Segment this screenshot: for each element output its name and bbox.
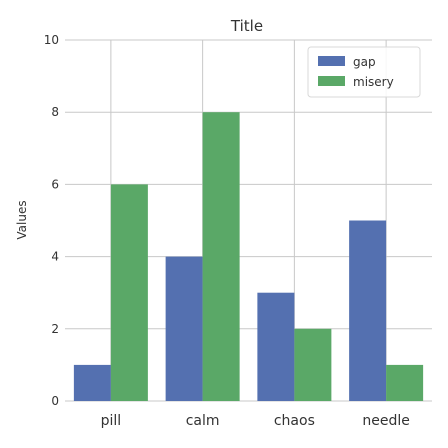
legend-swatch-misery: [318, 76, 345, 86]
y-tick-label: 6: [51, 177, 59, 191]
x-axis-ticks: pill calm chaos needle: [101, 413, 410, 429]
y-axis-title: Values: [15, 200, 29, 239]
x-tick-label: chaos: [274, 413, 315, 429]
bar-misery-pill: [110, 184, 148, 401]
bar-gap-pill: [73, 364, 111, 401]
bar-gap-chaos: [257, 292, 295, 401]
legend-swatch-gap: [318, 56, 345, 66]
y-axis-ticks: 0 2 4 6 8 10: [44, 33, 59, 408]
legend: gap misery: [307, 46, 421, 98]
x-tick-label: calm: [186, 413, 220, 429]
x-tick-label: needle: [362, 413, 410, 429]
bar-misery-calm: [202, 112, 240, 401]
y-tick-label: 10: [44, 33, 59, 47]
y-tick-label: 2: [51, 322, 59, 336]
legend-label-gap: gap: [353, 55, 376, 69]
bar-misery-chaos: [294, 328, 332, 401]
x-tick-label: pill: [101, 413, 122, 429]
y-tick-label: 0: [51, 394, 59, 408]
y-tick-label: 8: [51, 105, 59, 119]
bar-marks: [73, 112, 424, 401]
chart-title: Title: [230, 17, 263, 35]
legend-label-misery: misery: [353, 75, 394, 89]
y-tick-label: 4: [51, 250, 59, 264]
bar-misery-needle: [386, 364, 424, 401]
bar-gap-needle: [349, 220, 387, 401]
bar-gap-calm: [165, 256, 203, 401]
